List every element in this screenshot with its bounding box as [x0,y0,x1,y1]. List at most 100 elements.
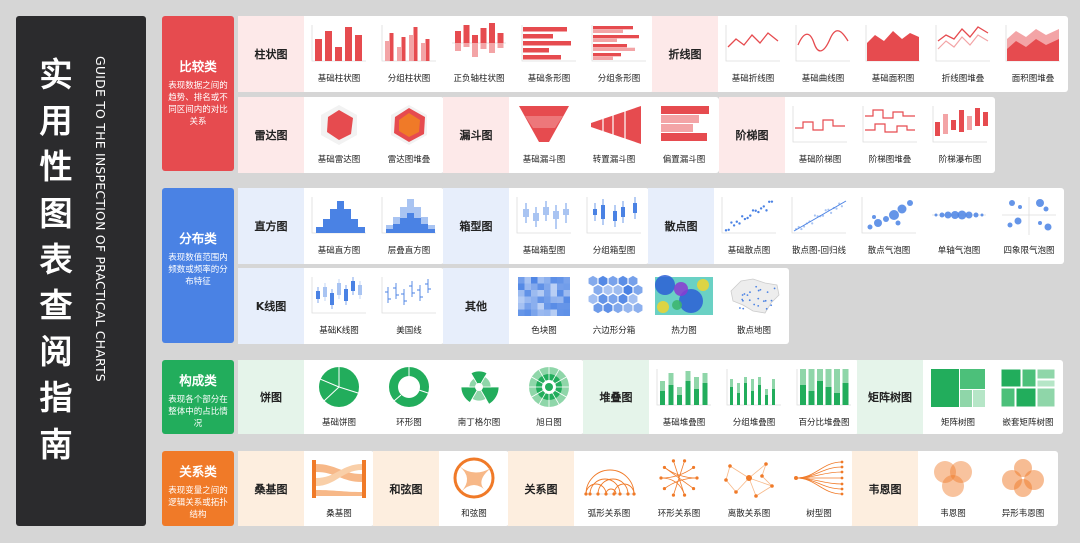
chart-type-item[interactable]: 四象限气泡图 [994,188,1064,264]
chart-type-label: 南丁格尔图 [457,418,501,428]
chart-type-item[interactable]: 阶梯图堆叠 [855,97,925,173]
chart-type-item[interactable]: 美国线 [374,268,444,344]
chart-type-label: 基础饼图 [321,418,356,428]
chart-type-item[interactable]: 单轴气泡图 [924,188,994,264]
chart-group: 关系图 弧形关系图 环形关系图 离散关系图 树型图 [508,451,854,526]
chart-type-label: 基础曲线图 [801,74,845,84]
chart-type-label: 阶梯图堆叠 [868,155,912,165]
chart-type-item[interactable]: 环形图 [374,360,444,434]
chart-type-item[interactable]: 分组箱型图 [579,188,649,264]
chart-type-item[interactable]: 旭日图 [514,360,584,434]
chart-type-item[interactable]: 基础散点图 [714,188,784,264]
chart-type-item[interactable]: 离散关系图 [714,451,784,526]
chart-type-label: 基础直方图 [317,246,361,256]
basic-step-icon [792,106,847,143]
chart-type-item[interactable]: 弧形关系图 [574,451,644,526]
chart-type-item[interactable]: 桑基图 [304,451,374,526]
arc-network-icon [584,469,636,496]
chart-type-item[interactable]: 基础堆叠图 [649,360,719,434]
chart-type-label: 旭日图 [536,418,562,428]
chart-type-item[interactable]: 六边形分箱 [579,268,649,344]
chart-type-item[interactable]: 基础折线图 [718,16,788,92]
chart-type-label: 正负轴柱状图 [453,74,505,84]
chart-type-item[interactable]: 散点图-回归线 [784,188,854,264]
chart-type-item[interactable]: 基础面积图 [858,16,928,92]
chart-type-item[interactable]: 基础漏斗图 [509,97,579,173]
page-title: 实用性图表查阅指南 [39,55,73,464]
chart-type-item[interactable]: 雷达图堆叠 [374,97,444,173]
chart-type-label: 散点地图 [736,326,771,336]
chart-type-label: 基础条形图 [527,74,571,84]
basic-hbar-icon [521,25,576,62]
chart-group: 柱状图 基础柱状图 分组柱状图 正负轴柱状图 基础条形图 分组条形图 [238,16,654,92]
chart-type-item[interactable]: 基础雷达图 [304,97,374,173]
chart-type-item[interactable]: 矩阵树图 [923,360,993,434]
chart-type-item[interactable]: 基础饼图 [304,360,374,434]
chart-type-label: 六边形分箱 [592,326,636,336]
chart-type-item[interactable]: 偏置漏斗图 [649,97,719,173]
chart-type-item[interactable]: 基础K线图 [304,268,374,344]
group-title: 关系图 [508,451,574,526]
chart-type-item[interactable]: 分组堆叠图 [719,360,789,434]
chart-type-item[interactable]: 环形关系图 [644,451,714,526]
heatmap-icon [655,275,713,315]
chart-type-item[interactable]: 基础阶梯图 [785,97,855,173]
chart-type-item[interactable]: 面积图堆叠 [998,16,1068,92]
chart-type-item[interactable]: 基础箱型图 [509,188,579,264]
group-title: 矩阵树图 [857,360,923,434]
chart-type-label: 矩阵树图 [940,418,975,428]
chart-type-item[interactable]: 和弦图 [439,451,509,526]
basic-radar-icon [321,105,357,145]
basic-stacked-icon [656,369,711,406]
donut-icon [389,367,429,407]
quadrant-bubble-icon [1002,197,1056,235]
basic-pie-icon [319,367,359,407]
circular-network-icon [659,459,699,497]
title-panel: 实用性图表查阅指南 GUIDE TO THE INSPECTION OF PRA… [16,16,146,526]
color-block-icon [518,277,570,316]
chart-type-label: 单轴气泡图 [937,246,981,256]
chart-type-item[interactable]: 分组柱状图 [374,16,444,92]
chart-type-item[interactable]: 分组条形图 [584,16,654,92]
chart-type-item[interactable]: 嵌套矩阵树图 [993,360,1063,434]
chart-type-item[interactable]: 基础直方图 [304,188,374,264]
step-waterfall-icon [932,106,988,143]
chart-type-item[interactable]: 树型图 [784,451,854,526]
group-title: 阶梯图 [719,97,785,173]
basic-line-icon [725,25,780,62]
basic-funnel-icon [519,106,569,142]
scatter-bubble-icon [861,197,916,234]
chart-type-item[interactable]: 基础条形图 [514,16,584,92]
chart-type-item[interactable]: 基础曲线图 [788,16,858,92]
group-title: 漏斗图 [443,97,509,173]
basic-scatter-icon [721,197,776,234]
chart-type-item[interactable]: 折线图堆叠 [928,16,998,92]
chart-type-label: 阶梯瀑布图 [938,155,982,165]
chart-type-item[interactable]: 韦恩图 [918,451,988,526]
chart-type-item[interactable]: 散点气泡图 [854,188,924,264]
chart-type-item[interactable]: 异形韦恩图 [988,451,1058,526]
chart-type-item[interactable]: 散点地图 [719,268,789,344]
chart-type-item[interactable]: 热力图 [649,268,719,344]
chart-type-item[interactable]: 转置漏斗图 [579,97,649,173]
chart-type-item[interactable]: 南丁格尔图 [444,360,514,434]
chart-type-label: 嵌套矩阵树图 [1002,418,1054,428]
chart-type-label: 环形关系图 [657,509,701,519]
sunburst-icon [529,367,569,407]
ohlc-icon [381,277,436,314]
chart-type-label: 百分比堆叠图 [798,418,850,428]
chart-type-item[interactable]: 阶梯瀑布图 [925,97,995,173]
chart-type-item[interactable]: 百分比堆叠图 [789,360,859,434]
grouped-stacked-icon [726,369,781,406]
chart-type-label: 面积图堆叠 [1011,74,1055,84]
chart-type-item[interactable]: 正负轴柱状图 [444,16,514,92]
chart-type-item[interactable]: 基础柱状图 [304,16,374,92]
chart-group: 散点图 基础散点图 散点图-回归线 散点气泡图 单轴气泡图 四象限气泡图 [648,188,1064,264]
basic-curve-icon [795,25,850,62]
chart-type-item[interactable]: 层叠直方图 [374,188,444,264]
chart-type-label: 基础雷达图 [317,155,361,165]
category-name: 构成类 [179,373,217,388]
chart-type-item[interactable]: 色块图 [509,268,579,344]
page-subtitle: GUIDE TO THE INSPECTION OF PRACTICAL CHA… [93,56,108,382]
chart-type-label: 基础箱型图 [522,246,566,256]
